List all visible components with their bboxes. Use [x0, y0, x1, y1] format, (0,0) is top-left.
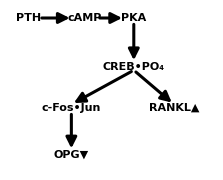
- Text: RANKL▲: RANKL▲: [149, 103, 199, 113]
- Text: PKA: PKA: [121, 13, 147, 23]
- Text: PTH: PTH: [17, 13, 41, 23]
- Text: cAMP: cAMP: [68, 13, 102, 23]
- Text: OPG▼: OPG▼: [54, 150, 89, 160]
- Text: c-Fos•Jun: c-Fos•Jun: [42, 103, 101, 113]
- Text: CREB•PO₄: CREB•PO₄: [103, 62, 165, 72]
